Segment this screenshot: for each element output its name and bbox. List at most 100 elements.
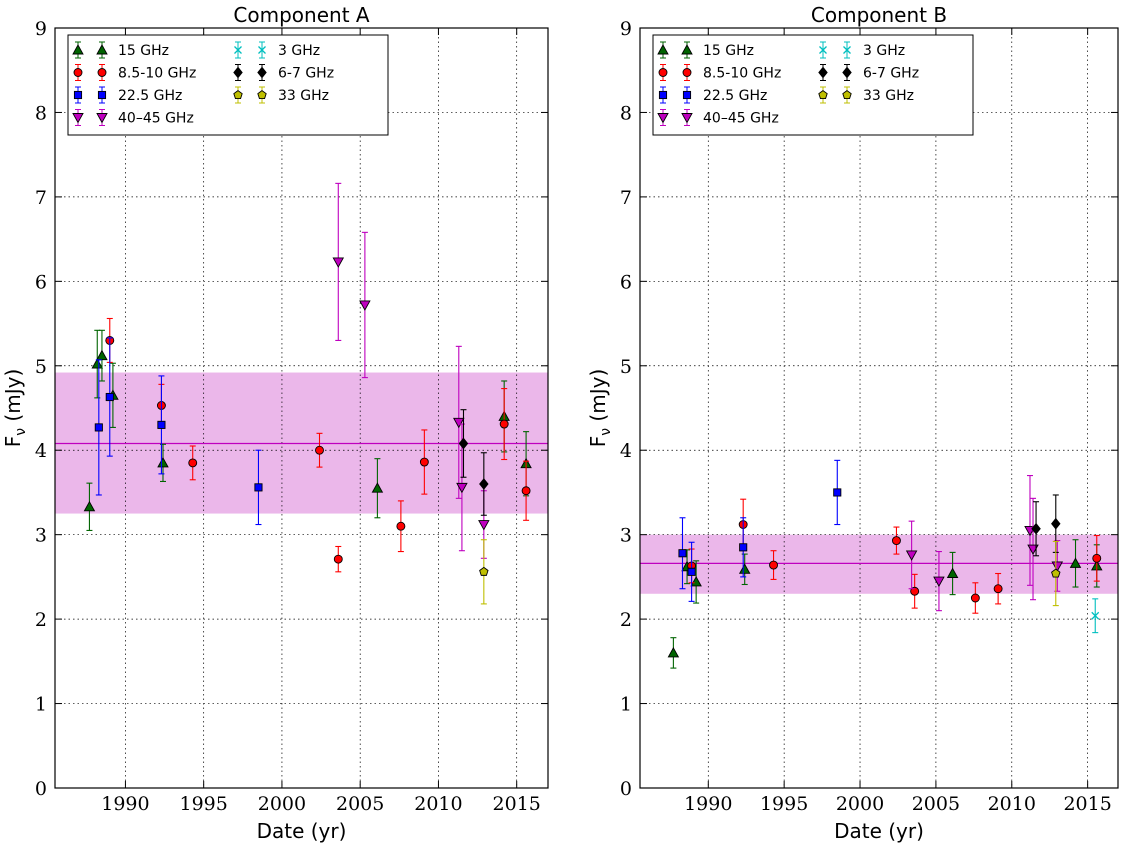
chart-panel-2: 1990 1995 2000 2005 2010 2015 0 1 2 3 4 5 6 7 8 9 Compon… (586, 3, 1119, 843)
marker-circle (396, 521, 406, 531)
y-tick-label: 1 (620, 694, 632, 716)
marker-square (739, 543, 748, 552)
x-tick-label: 2005 (912, 793, 960, 815)
legend-marker-pentagon (233, 90, 243, 100)
marker-triangle-up (1069, 557, 1082, 568)
marker-square (105, 392, 114, 402)
x-tick-label: 2000 (258, 793, 306, 815)
y-tick-label: 6 (35, 271, 47, 293)
marker-triangle-down (478, 520, 490, 531)
data-point (690, 560, 702, 604)
legend-entry: 8.5-10 GHz (73, 64, 196, 82)
series-40-45-ghz (332, 182, 490, 559)
data-point (332, 182, 345, 341)
legend-marker-diamond (257, 66, 267, 79)
legend-label: 22.5 GHz (703, 88, 767, 104)
legend-marker-triangle-down (657, 113, 669, 124)
legend-marker-circle (682, 68, 692, 77)
marker-diamond (1031, 522, 1041, 535)
data-point (1069, 539, 1082, 588)
y-tick-label: 6 (620, 271, 632, 293)
y-tick-label: 4 (35, 440, 47, 462)
legend-label: 33 GHz (278, 88, 329, 104)
marker-square (678, 549, 687, 558)
y-tick-label: 2 (620, 609, 632, 631)
legend-label: 3 GHz (278, 43, 320, 59)
legend-marker-diamond (842, 66, 852, 79)
y-tick-label: 2 (35, 609, 47, 631)
marker-square (833, 488, 842, 497)
series-6-7-ghz (1031, 494, 1061, 557)
data-point (371, 458, 384, 519)
data-point (499, 388, 509, 461)
marker-pentagon (479, 566, 489, 576)
data-point (833, 459, 842, 526)
y-tick-label: 3 (35, 525, 47, 547)
legend: 15 GHz 8.5-10 GHz 22.5 GHz 40–45 GHz 3 GHz 6-… (652, 34, 974, 136)
data-point (96, 329, 108, 382)
marker-triangle-up (157, 456, 169, 468)
marker-triangle-down (359, 300, 371, 311)
marker-square (254, 483, 263, 492)
legend-box (67, 34, 389, 136)
legend-marker-diamond (233, 66, 243, 79)
y-tick-label: 5 (35, 356, 47, 378)
marker-triangle-up (667, 646, 680, 658)
legend-entry: 33 GHz (818, 86, 914, 104)
x-tick-label: 2010 (988, 793, 1036, 815)
axes-frame (639, 27, 1119, 789)
data-point (254, 449, 263, 526)
legend-entry: 40–45 GHz (72, 109, 194, 127)
x-tick-label: 2000 (836, 793, 884, 815)
marker-triangle-up (946, 567, 959, 578)
ticks: 1990 1995 2000 2005 2010 2015 0 1 2 3 4 5 6 7 8 9 (620, 18, 1118, 815)
legend-label: 40–45 GHz (703, 111, 779, 127)
data-point (1031, 501, 1041, 557)
marker-circle (333, 554, 343, 564)
panel-title: Component B (811, 3, 947, 27)
marker-square (94, 423, 103, 432)
data-point (157, 375, 166, 475)
legend-entry: 3 GHz (234, 41, 320, 59)
marker-triangle-up (690, 576, 702, 587)
data-point (970, 582, 980, 614)
data-point (1051, 540, 1064, 592)
marker-triangle-up (371, 482, 384, 493)
marker-x (1091, 611, 1100, 620)
y-tick-label: 7 (35, 187, 47, 209)
legend-marker-square (682, 90, 692, 100)
series-22-5-ghz (94, 337, 263, 526)
data-point (993, 572, 1003, 605)
x-axis-label: Date (yr) (834, 819, 924, 843)
marker-triangle-up (91, 358, 104, 369)
data-point (678, 517, 687, 590)
legend-marker-pentagon (257, 90, 267, 100)
y-tick-label: 1 (35, 694, 47, 716)
marker-circle (499, 419, 509, 429)
legend-entry: 15 GHz (657, 41, 754, 59)
y-tick-label: 4 (620, 440, 632, 462)
legend-marker-triangle-up (657, 44, 669, 55)
legend-marker-circle (658, 68, 668, 77)
y-axis-label: Fν (mJy) (586, 369, 614, 448)
marker-triangle-up (96, 349, 108, 361)
panel-title: Component A (233, 3, 369, 27)
legend-label: 6-7 GHz (863, 66, 919, 82)
legend-label: 3 GHz (863, 43, 905, 59)
y-axis-label: Fν (mJy) (1, 369, 29, 448)
marker-triangle-down (1051, 561, 1064, 572)
y-tick-label: 7 (620, 187, 632, 209)
marker-circle (521, 486, 531, 496)
data-point (458, 409, 469, 478)
legend-marker-circle (73, 68, 83, 77)
data-point (479, 539, 489, 605)
data-point (946, 551, 959, 596)
data-point (453, 345, 465, 499)
x-tick-label: 2015 (493, 793, 541, 815)
marker-circle (769, 560, 778, 570)
y-tick-label: 0 (620, 778, 632, 800)
data-point (105, 337, 114, 457)
variability-band (640, 534, 1118, 594)
marker-square (687, 567, 696, 576)
